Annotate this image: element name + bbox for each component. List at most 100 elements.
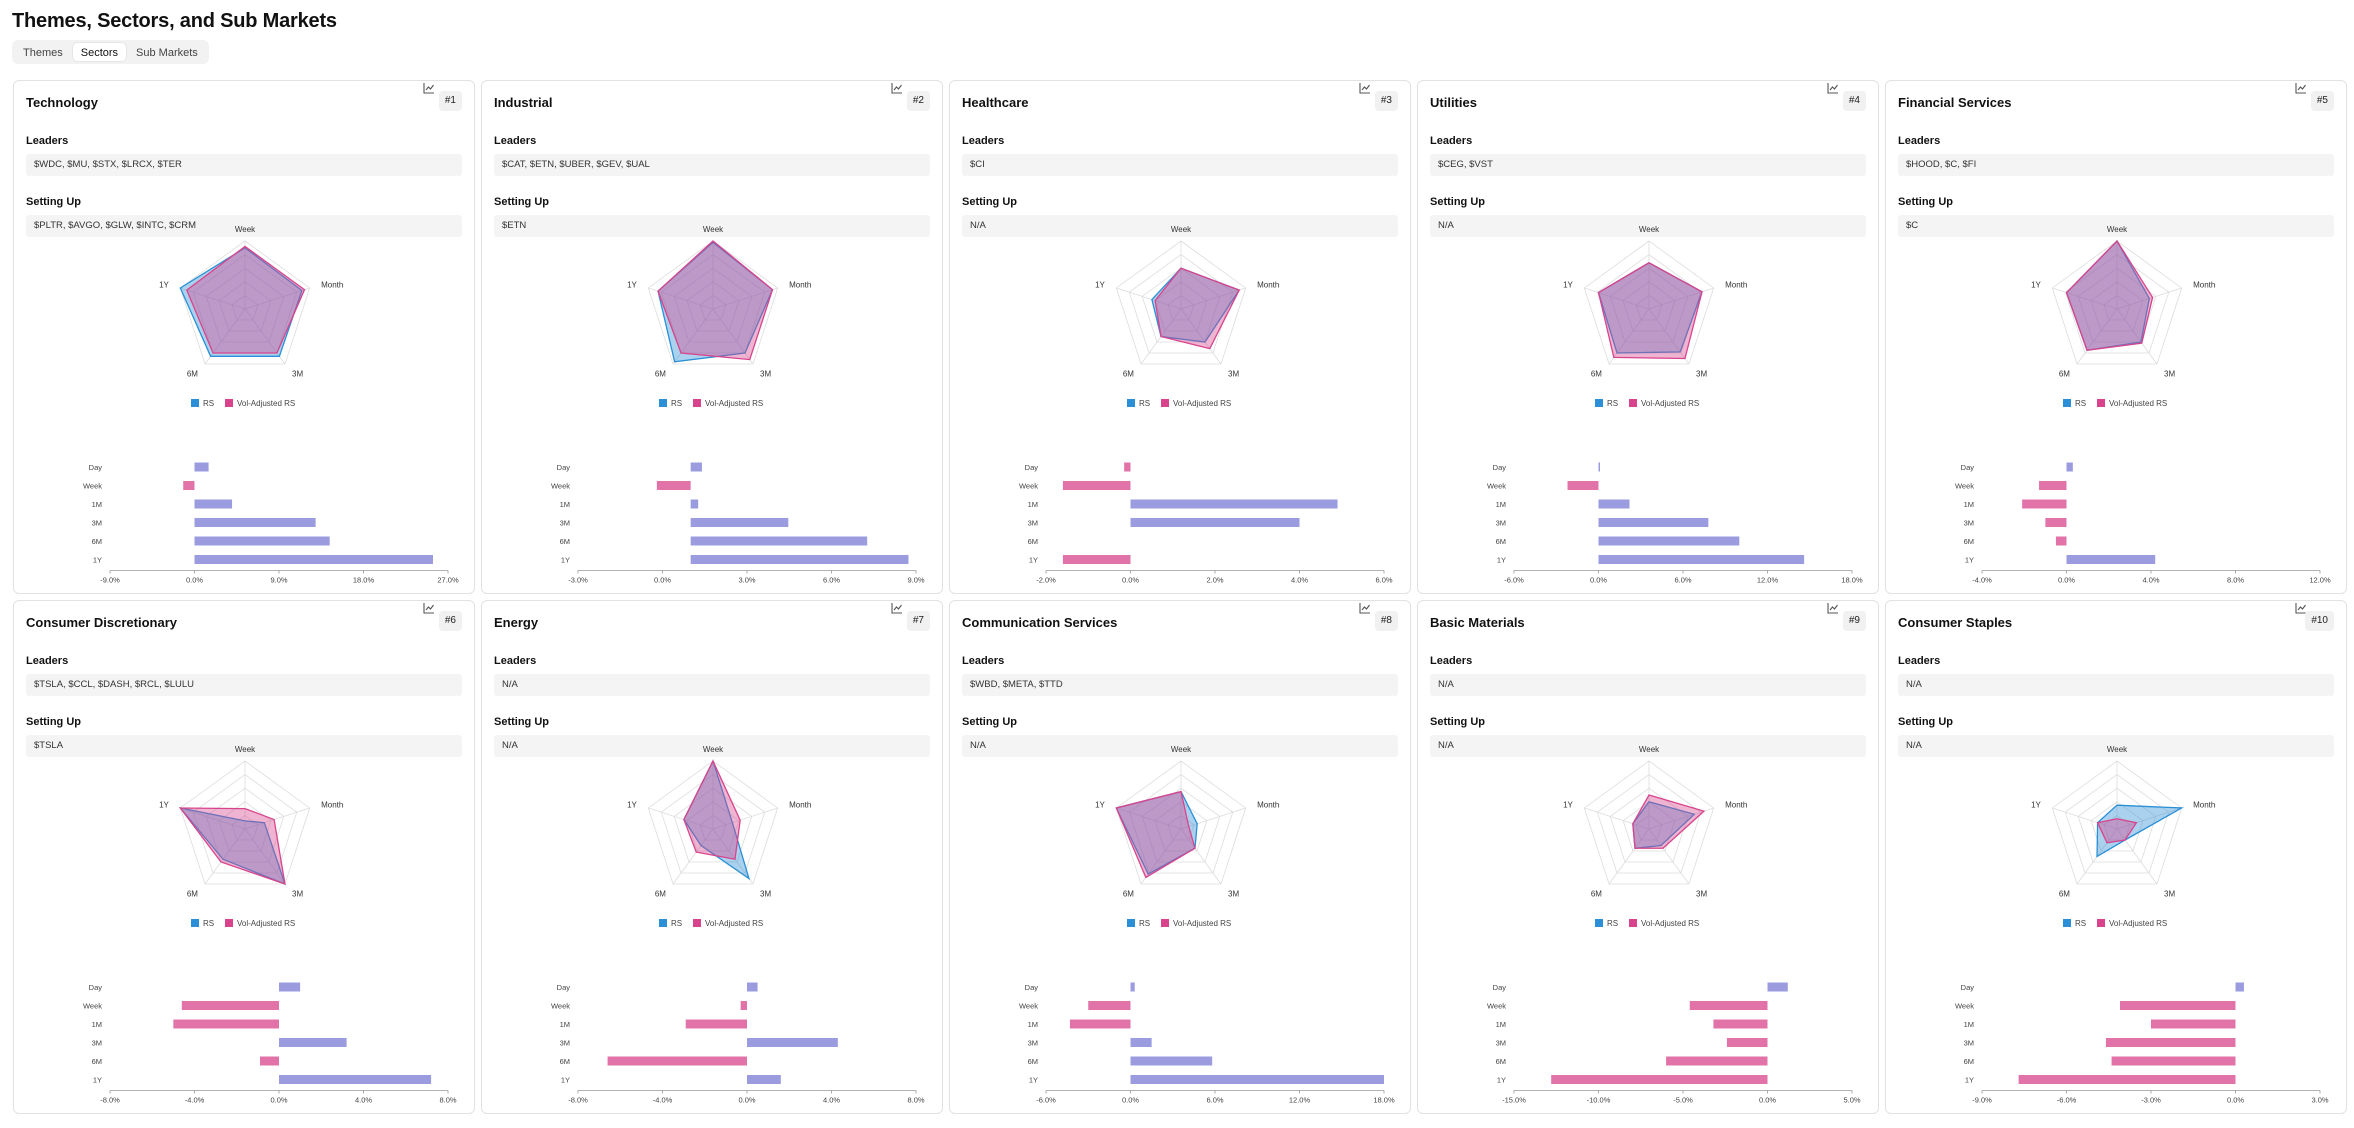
sector-charts: Week Month 3M 6M 1Y RS Vol-Adjusted RS Day Week 1… [1487, 225, 1863, 585]
bar [1069, 1019, 1131, 1029]
setting-up-label: Setting Up [1898, 716, 1953, 728]
radar-series-vol-adjusted [1597, 262, 1703, 360]
bar-tick-label: 4.0% [355, 1096, 372, 1105]
radar-axis-label: 1Y [2031, 800, 2041, 809]
bar-category-label: 3M [1964, 519, 1974, 528]
radar-axis-label: Week [1639, 225, 1660, 234]
legend-label-rs: RS [671, 919, 682, 928]
setting-up-field: N/A [962, 735, 1398, 757]
bar [1062, 481, 1131, 490]
leaders-label: Leaders [1898, 135, 1941, 147]
sector-charts: Week Month 3M 6M 1Y RS Vol-Adjusted RS Day Week 1… [1955, 745, 2329, 1105]
setting-up-field: $C [1898, 215, 2334, 237]
bar-tick-label: -4.0% [653, 1096, 673, 1105]
chart-icon[interactable] [1358, 81, 1372, 95]
setting-up-label: Setting Up [494, 196, 549, 208]
sector-card: Energy #7 Leaders N/A Setting Up N/A Week… [481, 600, 943, 1114]
radar-axis-label: Month [1257, 280, 1279, 289]
bar-tick-label: 0.0% [1122, 1096, 1139, 1105]
legend-label-vol: Vol-Adjusted RS [1173, 919, 1231, 928]
radar-axis-label: Month [1725, 280, 1747, 289]
tab-sub-markets[interactable]: Sub Markets [136, 47, 198, 59]
tab-sectors[interactable]: Sectors [72, 43, 127, 61]
radar-grid-ring [179, 240, 311, 365]
bar-category-label: 1Y [93, 1076, 102, 1085]
radar-spoke [180, 807, 246, 830]
radar-spoke [712, 828, 754, 885]
chart-icon[interactable] [890, 81, 904, 95]
radar-grid-ring [647, 240, 779, 365]
radar-grid-ring [1622, 281, 1676, 332]
radar-grid-ring [2064, 774, 2170, 874]
bar-category-label: Day [89, 983, 103, 992]
radar-axis-label: 1Y [159, 800, 169, 809]
sector-charts: Week Month 3M 6M 1Y RS Vol-Adjusted RS Day Week 1… [551, 745, 925, 1105]
legend-label-rs: RS [203, 919, 214, 928]
bar [1130, 518, 1300, 527]
chart-icon[interactable] [1826, 601, 1840, 615]
radar-grid-ring [1141, 787, 1221, 863]
bar-category-label: 6M [92, 537, 102, 546]
sector-title: Communication Services [962, 615, 1118, 630]
bar-tick-label: 3.0% [738, 576, 755, 585]
radar-axis-label: Month [789, 800, 811, 809]
bar [2066, 462, 2073, 472]
sector-title: Consumer Discretionary [26, 615, 177, 630]
bar-tick-label: 9.0% [270, 576, 287, 585]
bar-tick-label: -9.0% [100, 576, 120, 585]
setting-up-field: $ETN [494, 215, 930, 237]
bar-category-label: 3M [1964, 1039, 1974, 1048]
radar-axis-label: Week [1171, 225, 1192, 234]
chart-icon[interactable] [2294, 601, 2308, 615]
radar-axis-label: 6M [187, 370, 198, 379]
bar-tick-label: -4.0% [185, 1096, 205, 1105]
bar-tick-label: 12.0% [1757, 576, 1779, 585]
setting-up-label: Setting Up [962, 196, 1017, 208]
radar-grid-ring [686, 801, 740, 852]
radar-series-rs [178, 806, 287, 886]
legend-label-vol: Vol-Adjusted RS [2109, 399, 2167, 408]
bar [1551, 1075, 1768, 1084]
tab-themes[interactable]: Themes [23, 47, 63, 59]
radar-grid-ring [673, 267, 753, 343]
legend-swatch-rs [659, 919, 667, 927]
bar-category-label: 1Y [561, 556, 570, 565]
setting-up-label: Setting Up [1898, 196, 1953, 208]
chart-icon[interactable] [2294, 81, 2308, 95]
legend-label-rs: RS [2075, 919, 2086, 928]
chart-icon[interactable] [1358, 601, 1372, 615]
legend-swatch-vol [693, 919, 701, 927]
sector-card: Healthcare #3 Leaders $CI Setting Up N/A… [949, 80, 1411, 594]
radar-spoke [1116, 287, 1182, 310]
bar-tick-label: 0.0% [654, 576, 671, 585]
bar-tick-label: 27.0% [437, 576, 459, 585]
chart-icon[interactable] [422, 601, 436, 615]
radar-grid-ring [1128, 774, 1234, 874]
bar-category-label: Week [551, 482, 570, 491]
bar [1598, 499, 1630, 509]
radar-series-vol-adjusted [657, 240, 774, 361]
radar-axis-label: 1Y [1563, 280, 1573, 289]
bar-category-label: Week [83, 1002, 102, 1011]
radar-spoke [1180, 828, 1222, 885]
chart-icon[interactable] [1826, 81, 1840, 95]
radar-spoke [2076, 308, 2118, 365]
bar-category-label: Week [1955, 1002, 1974, 1011]
radar-axis-label: Week [2107, 745, 2128, 754]
legend-swatch-rs [1127, 399, 1135, 407]
bar-tick-label: -4.0% [1972, 576, 1992, 585]
chart-icon[interactable] [890, 601, 904, 615]
rank-badge: #6 [438, 611, 462, 631]
radar-axis-label: Week [235, 225, 256, 234]
legend-swatch-vol [693, 399, 701, 407]
bar [1598, 536, 1740, 546]
legend-label-rs: RS [1607, 919, 1618, 928]
bar-category-label: 1Y [1029, 556, 1038, 565]
legend-swatch-rs [1127, 919, 1135, 927]
radar-grid-ring [2090, 281, 2144, 332]
bar-tick-label: -5.0% [1673, 1096, 1693, 1105]
radar-spoke [1140, 828, 1182, 885]
radar-spoke [1648, 308, 1690, 365]
chart-icon[interactable] [422, 81, 436, 95]
rank-badge: #9 [1842, 611, 1866, 631]
